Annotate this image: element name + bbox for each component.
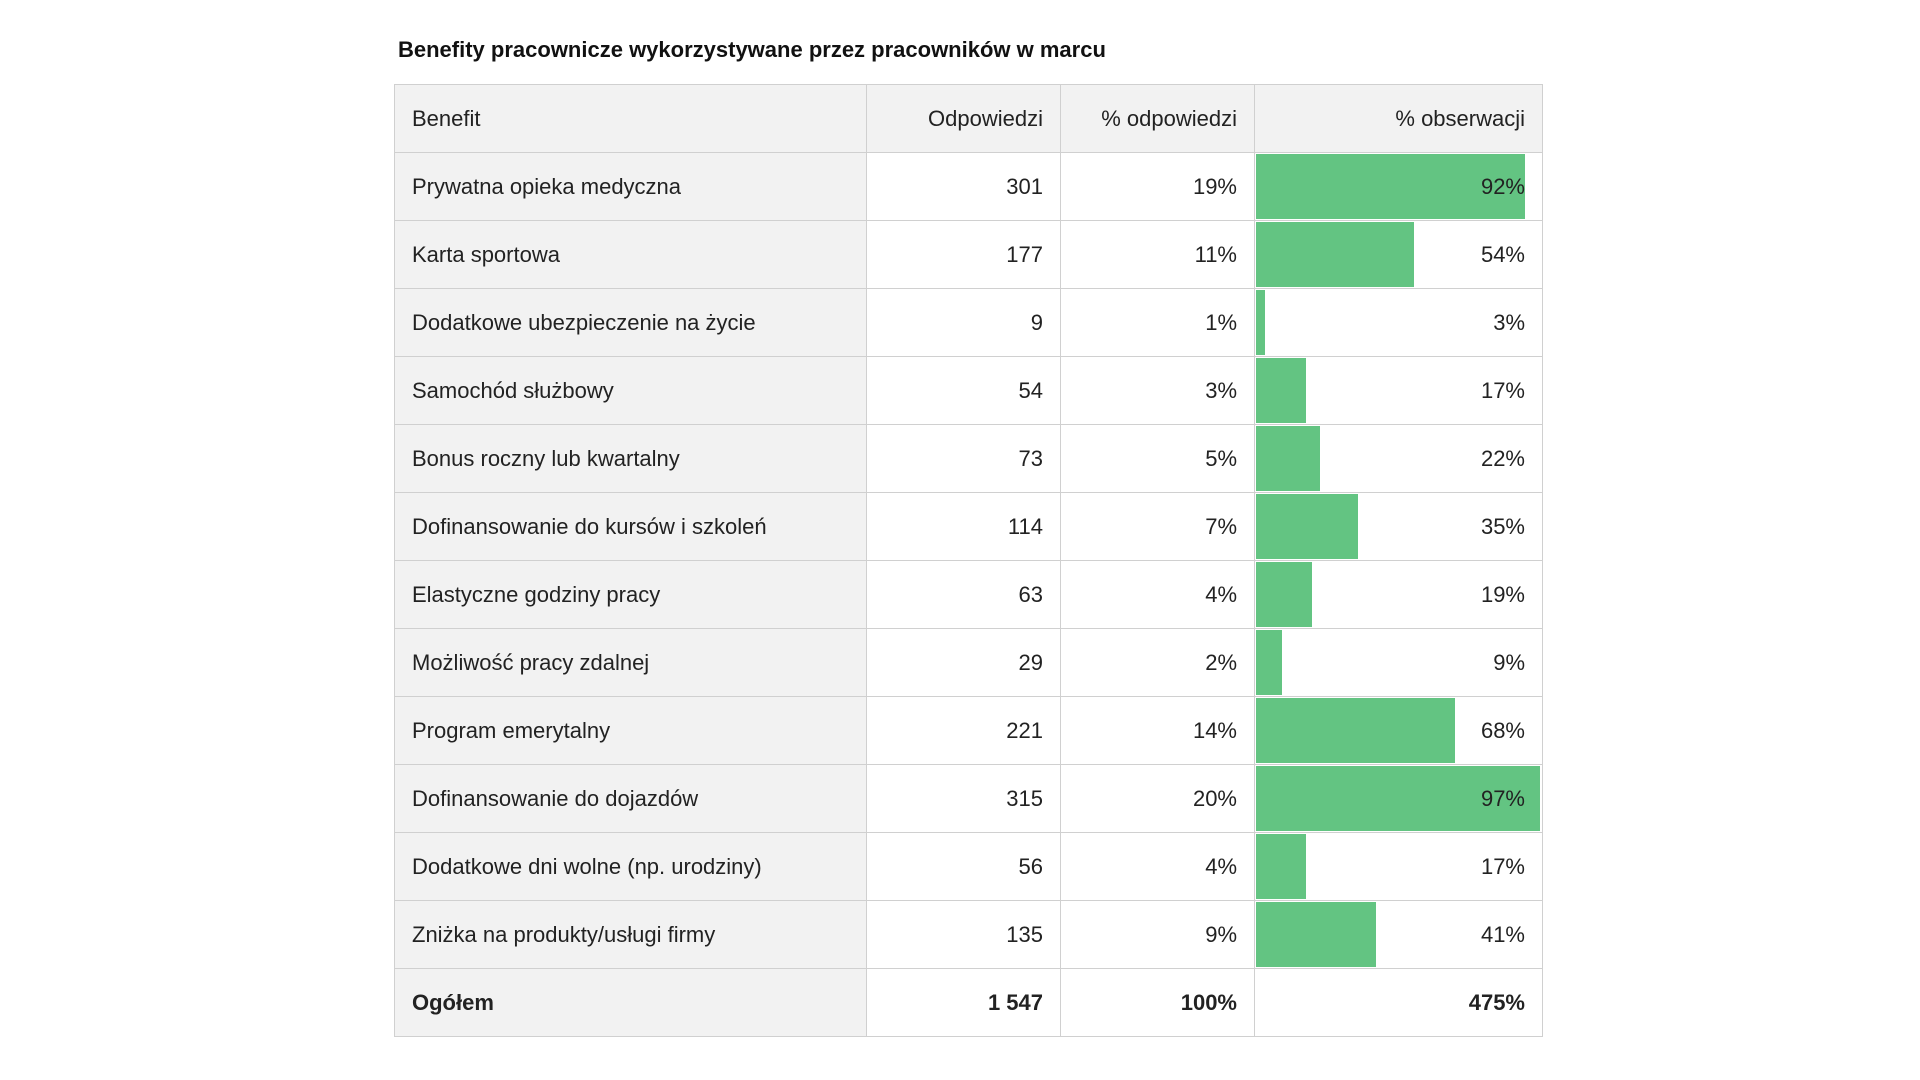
observation-bar [1256, 766, 1540, 831]
header-row: Benefit Odpowiedzi % odpowiedzi % obserw… [394, 84, 1543, 153]
observation-bar [1256, 290, 1265, 355]
responses-value: 221 [866, 696, 1061, 765]
observation-bar [1256, 426, 1320, 491]
pct-observations-cell: 35% [1254, 492, 1543, 561]
benefit-label: Dofinansowanie do kursów i szkoleń [394, 492, 867, 561]
pct-observations-cell: 97% [1254, 764, 1543, 833]
responses-value: 56 [866, 832, 1061, 901]
chart-container: Benefity pracownicze wykorzystywane prze… [394, 36, 1543, 1037]
responses-value: 29 [866, 628, 1061, 697]
benefit-label: Dofinansowanie do dojazdów [394, 764, 867, 833]
responses-value: 54 [866, 356, 1061, 425]
table-row: Zniżka na produkty/usługi firmy 135 9% 41% [394, 900, 1543, 969]
responses-value: 9 [866, 288, 1061, 357]
benefits-table: Benefit Odpowiedzi % odpowiedzi % obserw… [394, 84, 1543, 1037]
responses-value: 114 [866, 492, 1061, 561]
table-row: Dodatkowe ubezpieczenie na życie 9 1% 3% [394, 288, 1543, 357]
observation-bar [1256, 698, 1455, 763]
responses-value: 135 [866, 900, 1061, 969]
table-row: Dodatkowe dni wolne (np. urodziny) 56 4% 17… [394, 832, 1543, 901]
table-row: Program emerytalny 221 14% 68% [394, 696, 1543, 765]
pct-responses-value: 20% [1060, 764, 1255, 833]
pct-responses-value: 9% [1060, 900, 1255, 969]
observation-bar [1256, 902, 1376, 967]
pct-observations-cell: 9% [1254, 628, 1543, 697]
pct-observations-cell: 19% [1254, 560, 1543, 629]
responses-value: 73 [866, 424, 1061, 493]
pct-observations-value: 54% [1480, 241, 1525, 267]
observation-bar [1256, 562, 1312, 627]
pct-observations-value: 41% [1480, 921, 1525, 947]
responses-value: 177 [866, 220, 1061, 289]
pct-observations-value: 3% [1493, 309, 1525, 335]
pct-responses-value: 11% [1060, 220, 1255, 289]
column-header-responses: Odpowiedzi [866, 84, 1061, 153]
table-row: Możliwość pracy zdalnej 29 2% 9% [394, 628, 1543, 697]
table-row: Elastyczne godziny pracy 63 4% 19% [394, 560, 1543, 629]
pct-observations-cell: 22% [1254, 424, 1543, 493]
benefit-label: Prywatna opieka medyczna [394, 152, 867, 221]
column-header-pct-observations: % obserwacji [1254, 84, 1543, 153]
table-row: Prywatna opieka medyczna 301 19% 92% [394, 152, 1543, 221]
observation-bar [1256, 154, 1525, 219]
table-row: Dofinansowanie do dojazdów 315 20% 97% [394, 764, 1543, 833]
pct-observations-value: 35% [1480, 513, 1525, 539]
pct-observations-value: 9% [1493, 649, 1525, 675]
pct-observations-value: 19% [1480, 581, 1525, 607]
total-responses: 1 547 [866, 968, 1061, 1037]
pct-responses-value: 7% [1060, 492, 1255, 561]
pct-responses-value: 14% [1060, 696, 1255, 765]
total-pct-observations: 475% [1254, 968, 1543, 1037]
observation-bar [1256, 222, 1414, 287]
pct-responses-value: 2% [1060, 628, 1255, 697]
benefit-label: Możliwość pracy zdalnej [394, 628, 867, 697]
pct-observations-cell: 41% [1254, 900, 1543, 969]
table-row: Samochód służbowy 54 3% 17% [394, 356, 1543, 425]
benefit-label: Zniżka na produkty/usługi firmy [394, 900, 867, 969]
pct-observations-value: 22% [1480, 445, 1525, 471]
total-row: Ogółem 1 547 100% 475% [394, 968, 1543, 1037]
pct-responses-value: 1% [1060, 288, 1255, 357]
pct-observations-value: 97% [1480, 785, 1525, 811]
benefit-label: Bonus roczny lub kwartalny [394, 424, 867, 493]
benefit-label: Program emerytalny [394, 696, 867, 765]
table-row: Karta sportowa 177 11% 54% [394, 220, 1543, 289]
benefit-label: Dodatkowe dni wolne (np. urodziny) [394, 832, 867, 901]
pct-observations-cell: 68% [1254, 696, 1543, 765]
pct-responses-value: 4% [1060, 832, 1255, 901]
pct-observations-cell: 92% [1254, 152, 1543, 221]
pct-responses-value: 5% [1060, 424, 1255, 493]
observation-bar [1256, 834, 1306, 899]
responses-value: 63 [866, 560, 1061, 629]
observation-bar [1256, 494, 1358, 559]
pct-responses-value: 19% [1060, 152, 1255, 221]
responses-value: 301 [866, 152, 1061, 221]
pct-observations-value: 17% [1480, 853, 1525, 879]
table-row: Dofinansowanie do kursów i szkoleń 114 7% 3… [394, 492, 1543, 561]
pct-observations-cell: 54% [1254, 220, 1543, 289]
column-header-benefit: Benefit [394, 84, 867, 153]
observation-bar [1256, 358, 1306, 423]
pct-responses-value: 4% [1060, 560, 1255, 629]
pct-observations-value: 17% [1480, 377, 1525, 403]
responses-value: 315 [866, 764, 1061, 833]
column-header-pct-responses: % odpowiedzi [1060, 84, 1255, 153]
chart-title: Benefity pracownicze wykorzystywane prze… [398, 37, 1106, 62]
benefit-label: Samochód służbowy [394, 356, 867, 425]
table-row: Bonus roczny lub kwartalny 73 5% 22% [394, 424, 1543, 493]
table-body: Prywatna opieka medyczna 301 19% 92% Karta s… [394, 152, 1543, 1037]
benefit-label: Elastyczne godziny pracy [394, 560, 867, 629]
pct-observations-value: 92% [1480, 173, 1525, 199]
total-pct-responses: 100% [1060, 968, 1255, 1037]
pct-observations-cell: 3% [1254, 288, 1543, 357]
benefit-label: Karta sportowa [394, 220, 867, 289]
pct-observations-value: 68% [1480, 717, 1525, 743]
pct-observations-cell: 17% [1254, 832, 1543, 901]
total-label: Ogółem [394, 968, 867, 1037]
pct-responses-value: 3% [1060, 356, 1255, 425]
observation-bar [1256, 630, 1282, 695]
pct-observations-cell: 17% [1254, 356, 1543, 425]
benefit-label: Dodatkowe ubezpieczenie na życie [394, 288, 867, 357]
